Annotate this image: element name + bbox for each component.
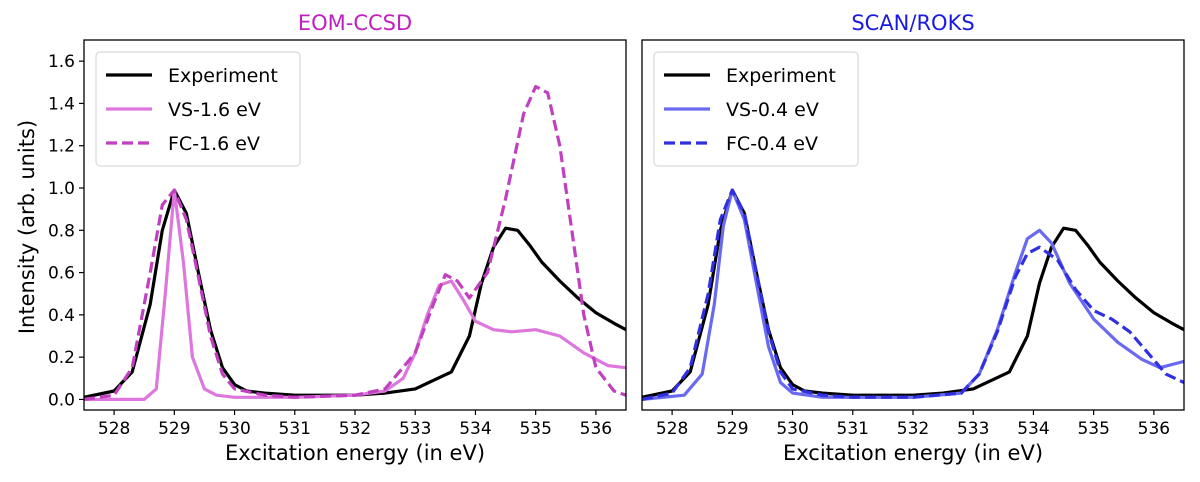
x-tick-label: 534 — [459, 419, 491, 439]
y-axis-label: Intensity (arb. units) — [15, 120, 39, 334]
x-tick-label: 536 — [580, 419, 612, 439]
x-axis-label: Excitation energy (in eV) — [225, 441, 485, 465]
legend-label: Experiment — [168, 65, 278, 87]
legend-box — [653, 51, 859, 167]
x-tick-label: 535 — [519, 419, 551, 439]
x-tick-label: 532 — [897, 419, 929, 439]
x-tick-label: 528 — [98, 419, 130, 439]
x-tick-label: 529 — [158, 419, 190, 439]
legend-box — [95, 51, 301, 167]
x-tick-label: 532 — [339, 419, 371, 439]
y-tick-label: 1.4 — [48, 94, 75, 114]
x-tick-label: 528 — [656, 419, 688, 439]
series-line-fc-0-4-ev — [642, 188, 1184, 401]
legend: Experiment VS-1.6 eV FC-1.6 eV — [95, 51, 301, 167]
x-tick-label: 529 — [716, 419, 748, 439]
legend-label: VS-1.6 eV — [168, 99, 261, 121]
y-tick-label: 1.0 — [48, 179, 75, 199]
y-tick-label: 0.8 — [48, 221, 75, 241]
chart-panel-1: EOM-CCSD 528 529 530 531 532 533 534 535 536 0.0 0.… — [48, 11, 627, 465]
legend-label: VS-0.4 eV — [726, 99, 819, 121]
y-tick-label: 0.0 — [48, 390, 75, 410]
series-line-vs-1-6-ev — [84, 188, 626, 401]
legend-label: FC-0.4 eV — [726, 133, 818, 155]
y-tick-label: 1.2 — [48, 137, 75, 157]
x-tick-label: 533 — [399, 419, 431, 439]
series-line-fc-1-6-ev — [84, 84, 626, 401]
y-tick-label: 0.6 — [48, 264, 75, 284]
x-tick-label: 536 — [1138, 419, 1170, 439]
chart-title: EOM-CCSD — [298, 11, 412, 35]
legend-label: FC-1.6 eV — [168, 133, 260, 155]
series-line-vs-0-4-ev — [642, 188, 1184, 401]
series-group — [84, 84, 626, 401]
x-tick-label: 534 — [1017, 419, 1049, 439]
legend: Experiment VS-0.4 eV FC-0.4 eV — [653, 51, 859, 167]
y-tick-label: 1.6 — [48, 52, 75, 72]
x-tick-label: 533 — [957, 419, 989, 439]
legend-label: Experiment — [726, 65, 836, 87]
x-tick-label: 535 — [1077, 419, 1109, 439]
x-axis-label: Excitation energy (in eV) — [783, 441, 1043, 465]
x-tick-label: 530 — [776, 419, 808, 439]
y-tick-label: 0.4 — [48, 306, 75, 326]
series-group — [642, 188, 1184, 401]
chart-title: SCAN/ROKS — [851, 11, 974, 35]
x-tick-label: 531 — [837, 419, 869, 439]
y-tick-label: 0.2 — [48, 348, 75, 368]
x-tick-label: 530 — [218, 419, 250, 439]
x-tick-label: 531 — [279, 419, 311, 439]
chart-panel-2: SCAN/ROKS 528 529 530 531 532 533 534 535 536 Exci… — [641, 11, 1185, 465]
